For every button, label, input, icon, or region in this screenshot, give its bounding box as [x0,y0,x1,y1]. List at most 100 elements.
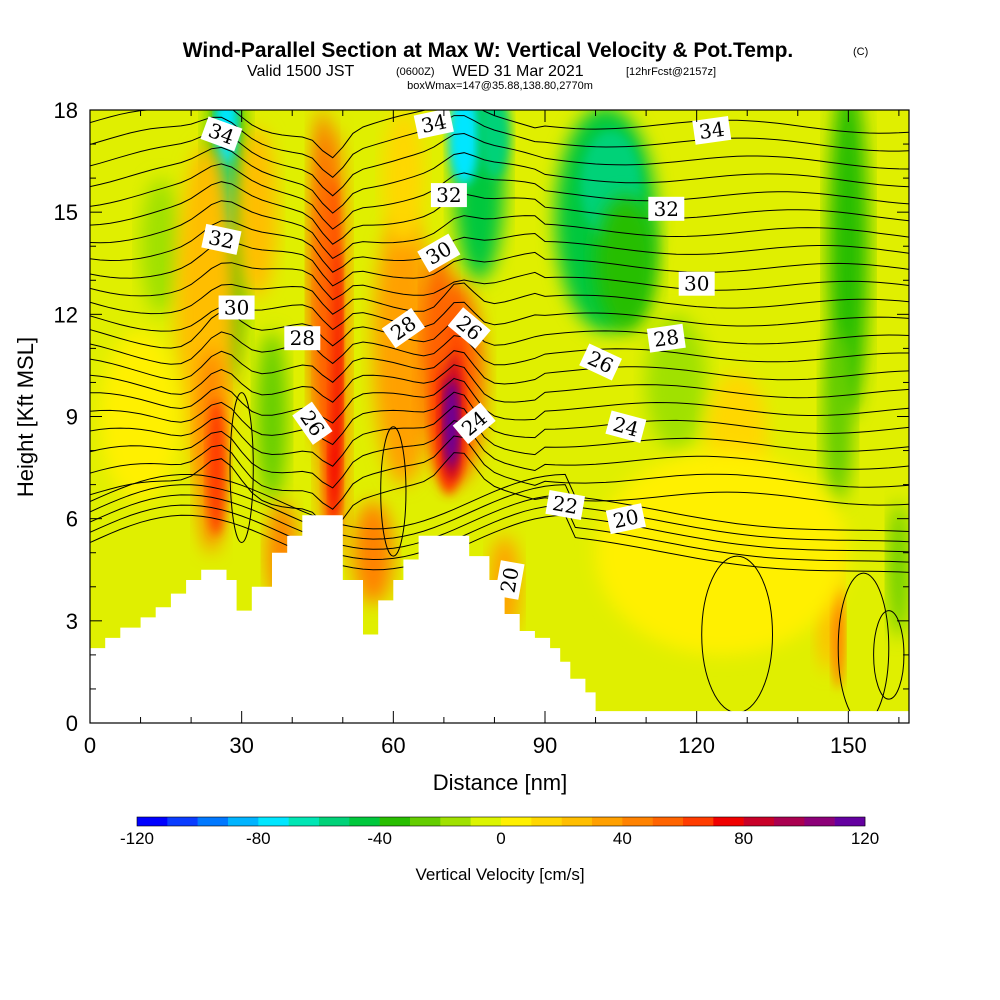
y-tick-label: 0 [66,711,78,736]
w-cell [448,110,480,185]
isentrope-line [90,514,909,573]
isentrope-line [90,405,909,467]
contour-label-box [605,503,647,535]
y-tick-label: 9 [66,405,78,430]
contour-label: 20 [494,560,525,600]
isentrope-line [90,452,909,531]
colorbar-segment [319,817,350,826]
w-cell [236,127,278,298]
w-cell [823,331,854,502]
isentrope-line [90,200,909,260]
x-tick-label: 30 [229,733,253,758]
y-tick-label: 18 [54,98,78,123]
isentrope-line [90,220,909,273]
contour-label-text: 32 [206,225,236,254]
contour-label-box [447,307,491,349]
y-tick-label: 15 [54,200,78,225]
chart-title: Wind-Parallel Section at Max W: Vertical… [183,39,794,62]
colorbar-segment [592,817,623,826]
colorbar-tick-label: 0 [496,829,505,848]
colorbar-segment [288,817,320,826]
y-tick-label: 3 [66,609,78,634]
colorbar-tick-label: 120 [851,829,879,848]
isentrope-line [90,435,909,510]
colorbar-label: Vertical Velocity [cm/s] [415,865,584,884]
isentrope-line [90,364,909,403]
x-tick-label: 60 [381,733,405,758]
contour-label-box [218,295,255,320]
isentrope-line [90,146,909,214]
isentrope-line [90,504,909,563]
contour-label-text: 22 [551,491,580,519]
w-cell [140,178,181,315]
isentrope-line [90,420,909,489]
colorbar-tick-label: -40 [367,829,392,848]
contour-label-text: 28 [290,326,315,350]
contour-label: 28 [646,323,686,353]
contour-label-text: 34 [698,117,727,144]
contour-label-box [430,183,467,208]
contour-label: 32 [430,183,467,208]
colorbar-segment [349,817,380,826]
copyright-mark: (C) [853,46,868,58]
colorbar-tick-label: -80 [246,829,271,848]
w-cell [383,110,424,247]
colorbar-segment [622,817,653,826]
contour-label-box [646,323,686,353]
isentrope-line [90,181,909,245]
colorbar-segment [137,817,168,826]
terrain [90,515,909,723]
isentrope-line [90,484,909,543]
colorbar-segment [167,817,198,826]
isentrope-line [90,494,909,553]
contour-label-box [692,116,732,145]
contour-label-text: 32 [436,183,461,207]
contour-label-box [494,560,525,600]
colorbar-segment [197,817,229,826]
colorbar-segment [410,817,441,826]
potential-temperature-contours [90,110,909,723]
y-axis: 0 3 6 9 12 15 18 [54,98,909,736]
w-cell [256,331,288,502]
contour-label: 32 [648,196,685,221]
w-cell [373,212,434,485]
contour-label-box [579,343,622,381]
contour-label-box [678,271,715,296]
colorbar-segment [834,817,866,826]
w-cell [100,331,181,502]
subtitle-utc: (0600Z) [396,66,435,78]
colorbar-segment [228,817,259,826]
colorbar-segment [258,817,289,826]
isentrope-loop [229,392,254,544]
colorbar-segment [652,817,684,826]
isentrope-line [90,350,909,385]
colorbar-segment [531,817,562,826]
subtitle: Valid 1500 JST (0600Z) WED 31 Mar 2021 [… [247,63,716,80]
contour-label-text: 32 [654,197,679,221]
isentrope-line [90,262,909,301]
contour-label: 30 [678,271,715,296]
isentrope-line [90,163,909,230]
contour-label-box [381,307,426,349]
y-tick-label: 12 [54,302,78,327]
colorbar-frame [136,816,866,827]
subtitle-date: WED 31 Mar 2021 [452,63,584,80]
contour-label-text: 20 [496,565,524,594]
isentrope-line [90,110,909,159]
isentrope-line [90,377,909,424]
w-cell [595,450,849,655]
contour-label-text: 30 [224,296,249,320]
subtitle-valid: Valid 1500 JST [247,63,355,80]
colorbar-segment [379,817,411,826]
contour-label: 34 [692,116,732,145]
contour-label-box [201,223,242,255]
contour-label: 28 [284,326,321,351]
contour-label-box [545,490,586,520]
colorbar-segment [743,817,775,826]
w-cell [423,253,455,376]
x-tick-label: 150 [830,733,867,758]
isentrope-loop [380,426,407,557]
contour-label-box [292,401,333,445]
x-axis: 0 30 60 90 120 150 [84,110,900,758]
colorbar-tick-label: 40 [613,829,632,848]
